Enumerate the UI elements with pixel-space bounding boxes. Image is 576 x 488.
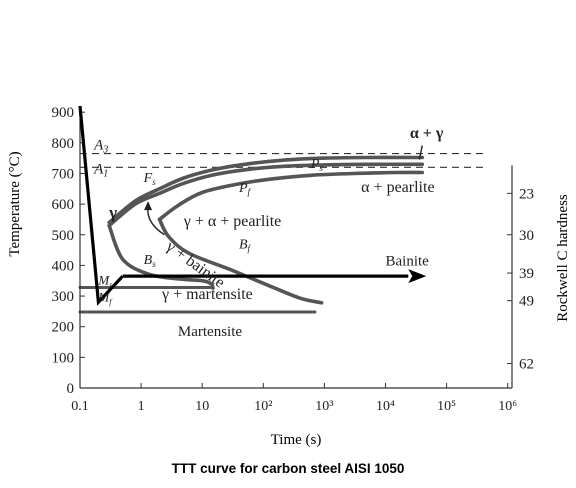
y2-tick-label: 62 [519,356,534,372]
y-tick-label: 500 [52,228,75,244]
annotation-label: A1 [93,161,108,179]
annotation-label: Bs [144,253,157,269]
annotation-label: Bainite [386,253,430,269]
curve-finish-pearlite [157,170,425,222]
x-tick-label: 10⁴ [376,399,395,414]
transformation-curves [78,155,425,314]
x-tick-label: 10⁶ [498,399,517,414]
curve-start-inner [107,162,425,228]
x-tick-label: 1 [138,399,145,414]
y-tick-label: 0 [67,381,75,397]
y-tick-label: 300 [52,289,75,305]
curve-start-outer [107,155,425,225]
annotation-label: Mf [97,290,113,307]
reference-lines [80,152,484,168]
x-tick-label: 10² [254,399,272,414]
annotation-label: γ + martensite [161,286,253,303]
figure-caption: TTT curve for carbon steel AISI 1050 [172,461,405,476]
annotation-label: α + pearlite [361,179,434,196]
curve-finish-bainite [157,217,324,305]
y-axis-label: Temperature (°C) [7,151,23,256]
curve-start-lower [107,223,215,290]
y-tick-label: 800 [52,136,75,152]
y-tick-label: 100 [52,350,75,366]
arrow-head [408,269,427,284]
annotation-label: Fs [143,171,157,187]
x-tick-label: 10⁵ [437,399,456,414]
x-tick-label: 10³ [315,399,333,414]
pearlite-pointer-head [144,201,153,211]
cooling-path [78,105,124,306]
y-tick-label: 900 [52,105,75,121]
y-tick-label: 400 [52,258,75,274]
cooling-path-overlay [78,105,427,306]
x-tick-label: 10 [195,399,209,414]
y-tick-label: 600 [52,197,75,213]
y-tick-label: 200 [52,320,75,336]
annotation-label: γ [108,203,117,222]
annotation-label: Bf [239,238,252,254]
y2-tick-label: 49 [519,294,534,310]
annotation-label: Ms [97,272,112,289]
annotation-label: α + γ [410,125,444,142]
annotation-label: γ + α + pearlite [183,213,281,230]
y2-axis-label: Rockwell C hardness [555,194,571,322]
annotation-label: A3 [93,138,108,156]
y2-tick-label: 23 [519,186,534,202]
annotation-label: Martensite [178,324,242,340]
y2-tick-label: 39 [519,266,534,282]
alpha-gamma-pointer [418,145,423,160]
x-axis-label: Time (s) [271,432,322,448]
axes: 0 100 200 300 400 500 600 700 800 900 0.1 1 10 10² 10³… [52,105,535,414]
y-tick-label: 700 [52,166,75,182]
y2-tick-label: 30 [519,228,534,244]
x-tick-label: 0.1 [71,399,89,414]
